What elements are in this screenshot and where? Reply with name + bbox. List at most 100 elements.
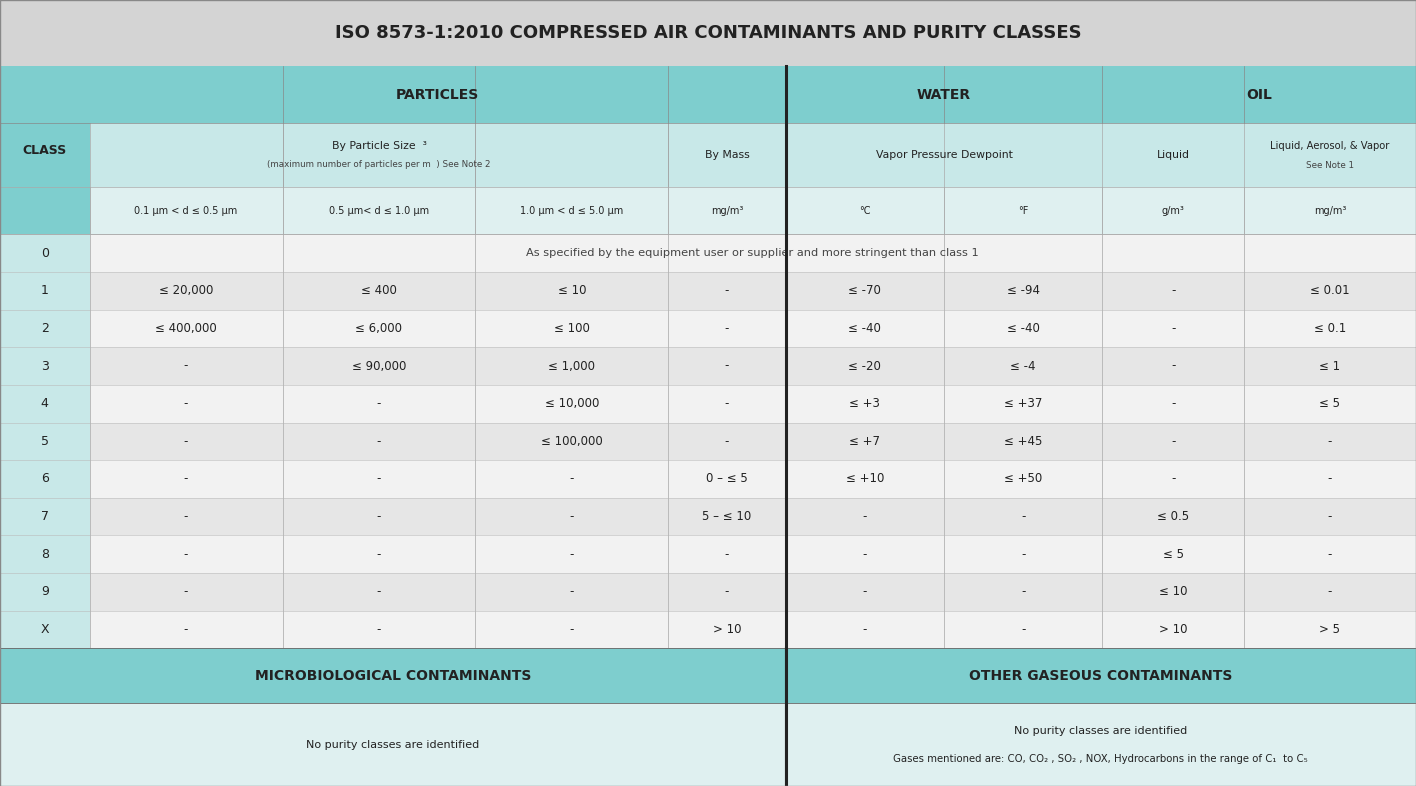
Text: ≤ 90,000: ≤ 90,000 — [351, 359, 406, 373]
Text: -: - — [184, 623, 188, 636]
Bar — [0, 423, 1416, 460]
Text: -: - — [1328, 510, 1332, 523]
Text: -: - — [569, 472, 573, 486]
Text: g/m³: g/m³ — [1161, 206, 1185, 215]
Text: CLASS: CLASS — [23, 144, 67, 156]
Text: ≤ 10: ≤ 10 — [1158, 586, 1188, 598]
Bar — [0, 648, 1416, 703]
Text: -: - — [1328, 435, 1332, 448]
Text: By Mass: By Mass — [705, 150, 749, 160]
Bar — [0, 498, 89, 535]
Text: 2: 2 — [41, 322, 48, 335]
Text: ≤ +45: ≤ +45 — [1004, 435, 1042, 448]
Text: 0.1 μm < d ≤ 0.5 μm: 0.1 μm < d ≤ 0.5 μm — [135, 206, 238, 215]
Bar — [0, 234, 1416, 272]
Bar — [0, 535, 1416, 573]
Text: ≤ 20,000: ≤ 20,000 — [159, 285, 214, 297]
Text: -: - — [1328, 586, 1332, 598]
Text: -: - — [1171, 472, 1175, 486]
Text: Liquid: Liquid — [1157, 150, 1189, 160]
Text: -: - — [569, 586, 573, 598]
Text: -: - — [184, 586, 188, 598]
Text: (maximum number of particles per m  ) See Note 2: (maximum number of particles per m ) See… — [268, 160, 491, 169]
Bar — [0, 573, 1416, 611]
Text: -: - — [1171, 359, 1175, 373]
Text: ≤ 5: ≤ 5 — [1163, 548, 1184, 560]
Text: -: - — [862, 548, 867, 560]
Text: No purity classes are identified: No purity classes are identified — [306, 740, 480, 750]
Text: 0.5 μm< d ≤ 1.0 μm: 0.5 μm< d ≤ 1.0 μm — [329, 206, 429, 215]
Text: -: - — [377, 548, 381, 560]
Text: > 10: > 10 — [1158, 623, 1188, 636]
Text: ≤ 0.1: ≤ 0.1 — [1314, 322, 1347, 335]
Text: -: - — [1328, 472, 1332, 486]
Text: -: - — [725, 397, 729, 410]
Text: °C: °C — [860, 206, 871, 215]
Text: -: - — [184, 435, 188, 448]
Text: See Note 1: See Note 1 — [1306, 161, 1354, 170]
Text: 5: 5 — [41, 435, 48, 448]
Text: 5 – ≤ 10: 5 – ≤ 10 — [702, 510, 752, 523]
Bar — [0, 123, 89, 187]
Text: -: - — [377, 472, 381, 486]
Text: 6: 6 — [41, 472, 48, 486]
Text: ≤ -40: ≤ -40 — [1007, 322, 1039, 335]
Text: ≤ +37: ≤ +37 — [1004, 397, 1042, 410]
Text: Vapor Pressure Dewpoint: Vapor Pressure Dewpoint — [875, 150, 1012, 160]
Text: -: - — [377, 510, 381, 523]
Text: Gases mentioned are: CO, CO₂ , SO₂ , NOX, Hydrocarbons in the range of C₁  to C₅: Gases mentioned are: CO, CO₂ , SO₂ , NOX… — [893, 754, 1308, 764]
Text: 3: 3 — [41, 359, 48, 373]
Bar — [0, 187, 89, 234]
Text: ≤ -40: ≤ -40 — [848, 322, 881, 335]
Text: ≤ +7: ≤ +7 — [850, 435, 881, 448]
Text: -: - — [862, 586, 867, 598]
Text: ≤ 0.01: ≤ 0.01 — [1310, 285, 1349, 297]
Bar — [0, 310, 89, 347]
Text: °F: °F — [1018, 206, 1028, 215]
Text: ≤ +3: ≤ +3 — [850, 397, 881, 410]
Text: ≤ 10: ≤ 10 — [558, 285, 586, 297]
Text: Liquid, Aerosol, & Vapor: Liquid, Aerosol, & Vapor — [1270, 141, 1389, 151]
Bar — [0, 611, 89, 648]
Text: ≤ 1,000: ≤ 1,000 — [548, 359, 595, 373]
Text: PARTICLES: PARTICLES — [396, 88, 479, 101]
Text: -: - — [1171, 435, 1175, 448]
Text: ISO 8573-1:2010 COMPRESSED AIR CONTAMINANTS AND PURITY CLASSES: ISO 8573-1:2010 COMPRESSED AIR CONTAMINA… — [334, 24, 1082, 42]
Text: OIL: OIL — [1246, 88, 1272, 101]
Text: ≤ -70: ≤ -70 — [848, 285, 881, 297]
Bar — [0, 66, 1416, 123]
Text: -: - — [569, 623, 573, 636]
Text: -: - — [184, 472, 188, 486]
Bar — [0, 460, 1416, 498]
Text: 1.0 μm < d ≤ 5.0 μm: 1.0 μm < d ≤ 5.0 μm — [520, 206, 623, 215]
Text: -: - — [862, 623, 867, 636]
Text: ≤ 400: ≤ 400 — [361, 285, 396, 297]
Bar — [0, 703, 1416, 786]
Text: -: - — [184, 359, 188, 373]
Text: No purity classes are identified: No purity classes are identified — [1014, 726, 1188, 736]
Bar — [0, 573, 89, 611]
Text: -: - — [1171, 397, 1175, 410]
Text: -: - — [184, 548, 188, 560]
Text: -: - — [377, 397, 381, 410]
Text: -: - — [1328, 548, 1332, 560]
Text: -: - — [725, 435, 729, 448]
Text: ≤ -4: ≤ -4 — [1011, 359, 1037, 373]
Bar — [0, 611, 1416, 648]
Text: By Particle Size  ³: By Particle Size ³ — [331, 141, 426, 151]
Text: 8: 8 — [41, 548, 48, 560]
Text: 4: 4 — [41, 397, 48, 410]
Bar — [0, 0, 1416, 66]
Text: 1: 1 — [41, 285, 48, 297]
Text: -: - — [1021, 548, 1025, 560]
Text: ≤ 6,000: ≤ 6,000 — [355, 322, 402, 335]
Text: -: - — [1171, 285, 1175, 297]
Text: ≤ 1: ≤ 1 — [1320, 359, 1341, 373]
Bar — [0, 385, 1416, 423]
Bar — [89, 187, 1416, 234]
Text: X: X — [41, 623, 50, 636]
Text: -: - — [1171, 322, 1175, 335]
Text: -: - — [184, 510, 188, 523]
Bar — [89, 123, 1416, 187]
Text: -: - — [725, 322, 729, 335]
